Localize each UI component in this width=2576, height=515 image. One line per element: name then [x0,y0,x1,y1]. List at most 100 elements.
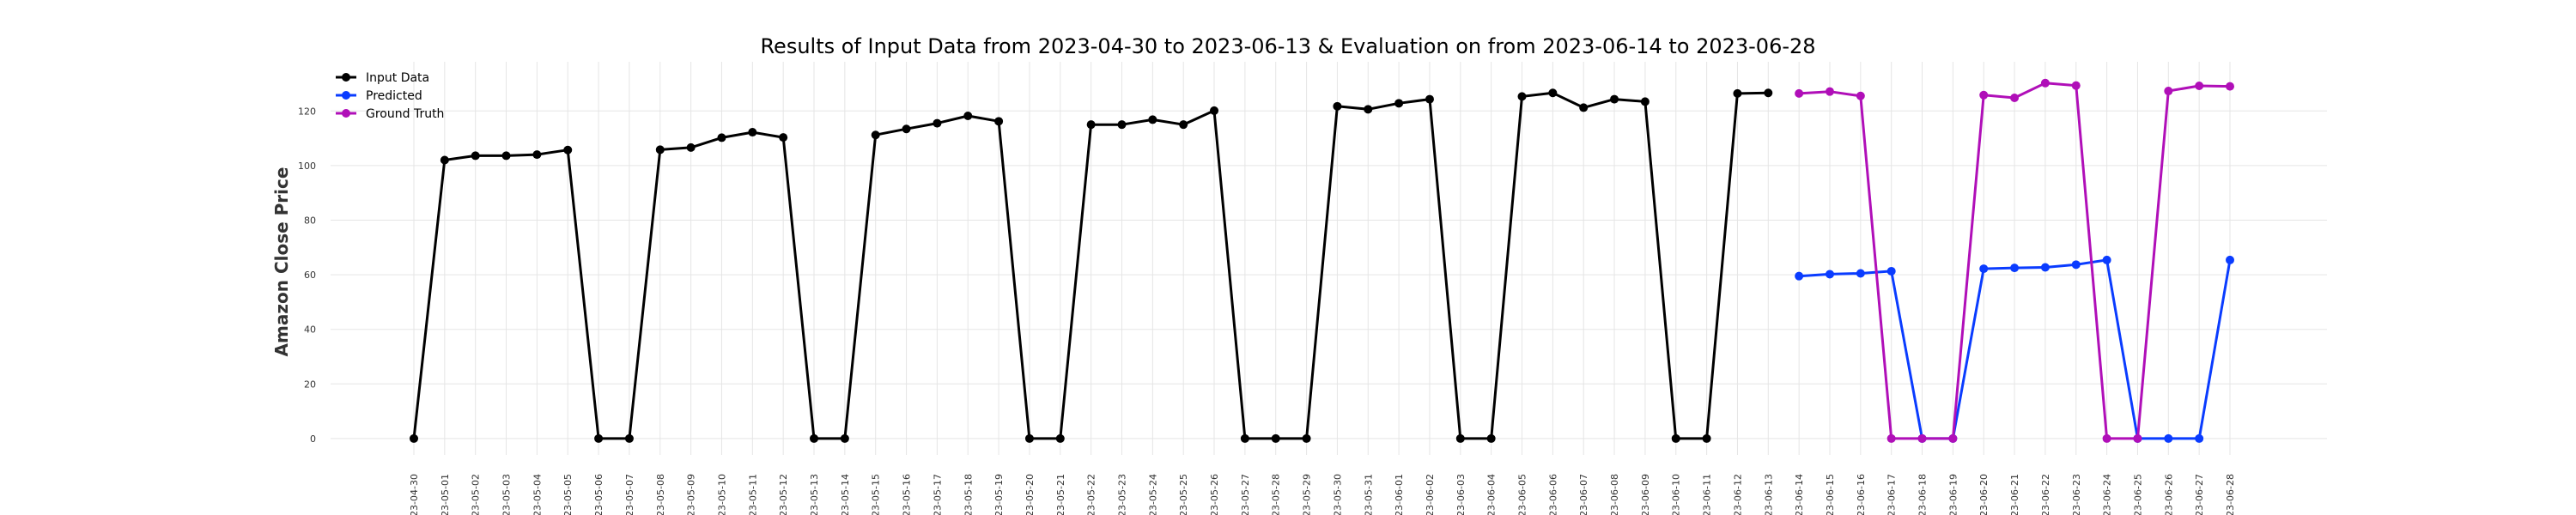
x-tick-label: -23-05-11 [747,474,758,515]
data-point-predicted [1795,271,1804,281]
x-tick-label: -23-06-14 [1794,474,1805,515]
y-tick-label: 20 [304,379,316,390]
x-tick-label: -23-05-06 [593,474,605,515]
data-point-ground-truth [2040,78,2050,88]
x-tick-label: -23-05-25 [1178,474,1189,515]
x-tick-label: -23-06-27 [2194,474,2205,515]
data-point-input-data [1579,103,1589,112]
legend-label: Predicted [366,89,422,103]
y-tick-label: 40 [304,324,316,336]
x-tick-label: -23-06-06 [1547,474,1558,515]
data-point-input-data [1271,433,1280,443]
x-tick-label: -23-06-25 [2132,474,2143,515]
data-point-input-data [1148,115,1157,124]
legend-label: Ground Truth [366,107,444,121]
data-point-input-data [748,128,757,137]
data-point-ground-truth [1856,91,1865,100]
data-point-ground-truth [2195,81,2204,90]
x-tick-label: -23-06-20 [1978,474,1990,515]
x-tick-label: -23-05-01 [440,474,451,515]
x-tick-label: -23-05-03 [501,474,513,515]
x-tick-label: -23-05-10 [716,474,727,515]
x-tick-label: -23-06-15 [1825,474,1836,515]
data-point-predicted [1825,270,1834,279]
x-tick-label: -23-06-03 [1455,474,1467,515]
data-point-input-data [933,118,942,128]
series-ground-truth [1795,78,2234,443]
chart-title: Results of Input Data from 2023-04-30 to… [760,34,1815,58]
data-point-input-data [1117,120,1127,130]
x-tick-label: -23-06-13 [1763,474,1774,515]
data-point-input-data [471,151,480,161]
x-tick-label: -23-05-22 [1086,474,1097,515]
data-point-input-data [1364,105,1373,114]
x-tick-label: -23-06-22 [2040,474,2051,515]
y-axis-label: Amazon Close Price [271,167,292,357]
data-point-ground-truth [1795,88,1804,98]
x-tick-label: -23-05-15 [871,474,882,515]
x-tick-label: -23-04-30 [409,474,420,515]
data-point-ground-truth [2164,87,2173,96]
x-tick-label: -23-05-19 [993,474,1005,515]
x-tick-label: -23-06-02 [1425,474,1436,515]
data-point-input-data [1333,101,1342,111]
data-point-ground-truth [1979,90,1989,100]
data-point-input-data [440,155,449,165]
data-point-predicted [1856,269,1865,278]
y-tick-label: 80 [304,215,316,226]
data-point-ground-truth [2133,433,2142,443]
data-point-ground-truth [1917,433,1927,443]
data-point-input-data [563,145,573,154]
x-tick-label: -23-05-08 [655,474,666,515]
data-point-predicted [2071,260,2081,270]
data-point-input-data [1548,88,1558,98]
legend-marker [342,109,350,118]
legend: Input Data Predicted Ground Truth [336,71,444,121]
data-point-ground-truth [1948,433,1958,443]
data-point-input-data [1640,97,1649,106]
x-tick-label: -23-05-14 [840,474,851,515]
data-point-predicted [2195,433,2204,443]
x-tick-label: -23-05-28 [1271,474,1282,515]
data-point-input-data [840,433,849,443]
data-point-ground-truth [2010,93,2020,102]
data-point-input-data [1086,120,1096,130]
data-point-input-data [686,142,696,152]
data-point-ground-truth [1886,433,1896,443]
x-tick-label: -23-05-18 [963,474,974,515]
x-tick-label: -23-06-26 [2163,474,2174,515]
data-point-input-data [1702,433,1711,443]
data-point-predicted [2102,255,2111,264]
data-point-input-data [594,433,604,443]
data-point-input-data [1517,92,1527,101]
data-point-input-data [994,117,1004,126]
x-tick-label: -23-05-26 [1209,474,1220,515]
data-point-input-data [779,133,788,142]
data-point-input-data [1610,94,1619,104]
x-tick-label: -23-05-04 [532,474,543,515]
data-point-input-data [1179,120,1188,130]
legend-marker [342,73,350,82]
x-tick-label: -23-05-12 [778,474,789,515]
x-tick-label: -23-05-29 [1302,474,1313,515]
x-tick-label: -23-05-23 [1116,474,1127,515]
data-point-predicted [2226,255,2234,264]
x-tick-label: -23-06-05 [1517,474,1528,515]
data-point-input-data [1055,433,1065,443]
data-point-input-data [1733,88,1742,98]
x-tick-label: -23-06-21 [2009,474,2020,515]
x-tick-label: -23-06-28 [2225,474,2236,515]
x-tick-label: -23-06-10 [1671,474,1682,515]
y-tick-label: 100 [298,161,316,172]
legend-marker [342,91,350,100]
x-tick-label: -23-05-31 [1363,474,1374,515]
x-tick-label: -23-05-13 [809,474,820,515]
legend-item-input-data: Input Data [336,71,429,85]
data-point-input-data [624,433,634,443]
data-point-input-data [1455,433,1465,443]
x-tick-label: -23-05-02 [471,474,482,515]
x-tick-label: -23-06-16 [1856,474,1867,515]
x-tick-label: -23-06-11 [1702,474,1713,515]
x-tick-label: -23-05-05 [562,474,574,515]
